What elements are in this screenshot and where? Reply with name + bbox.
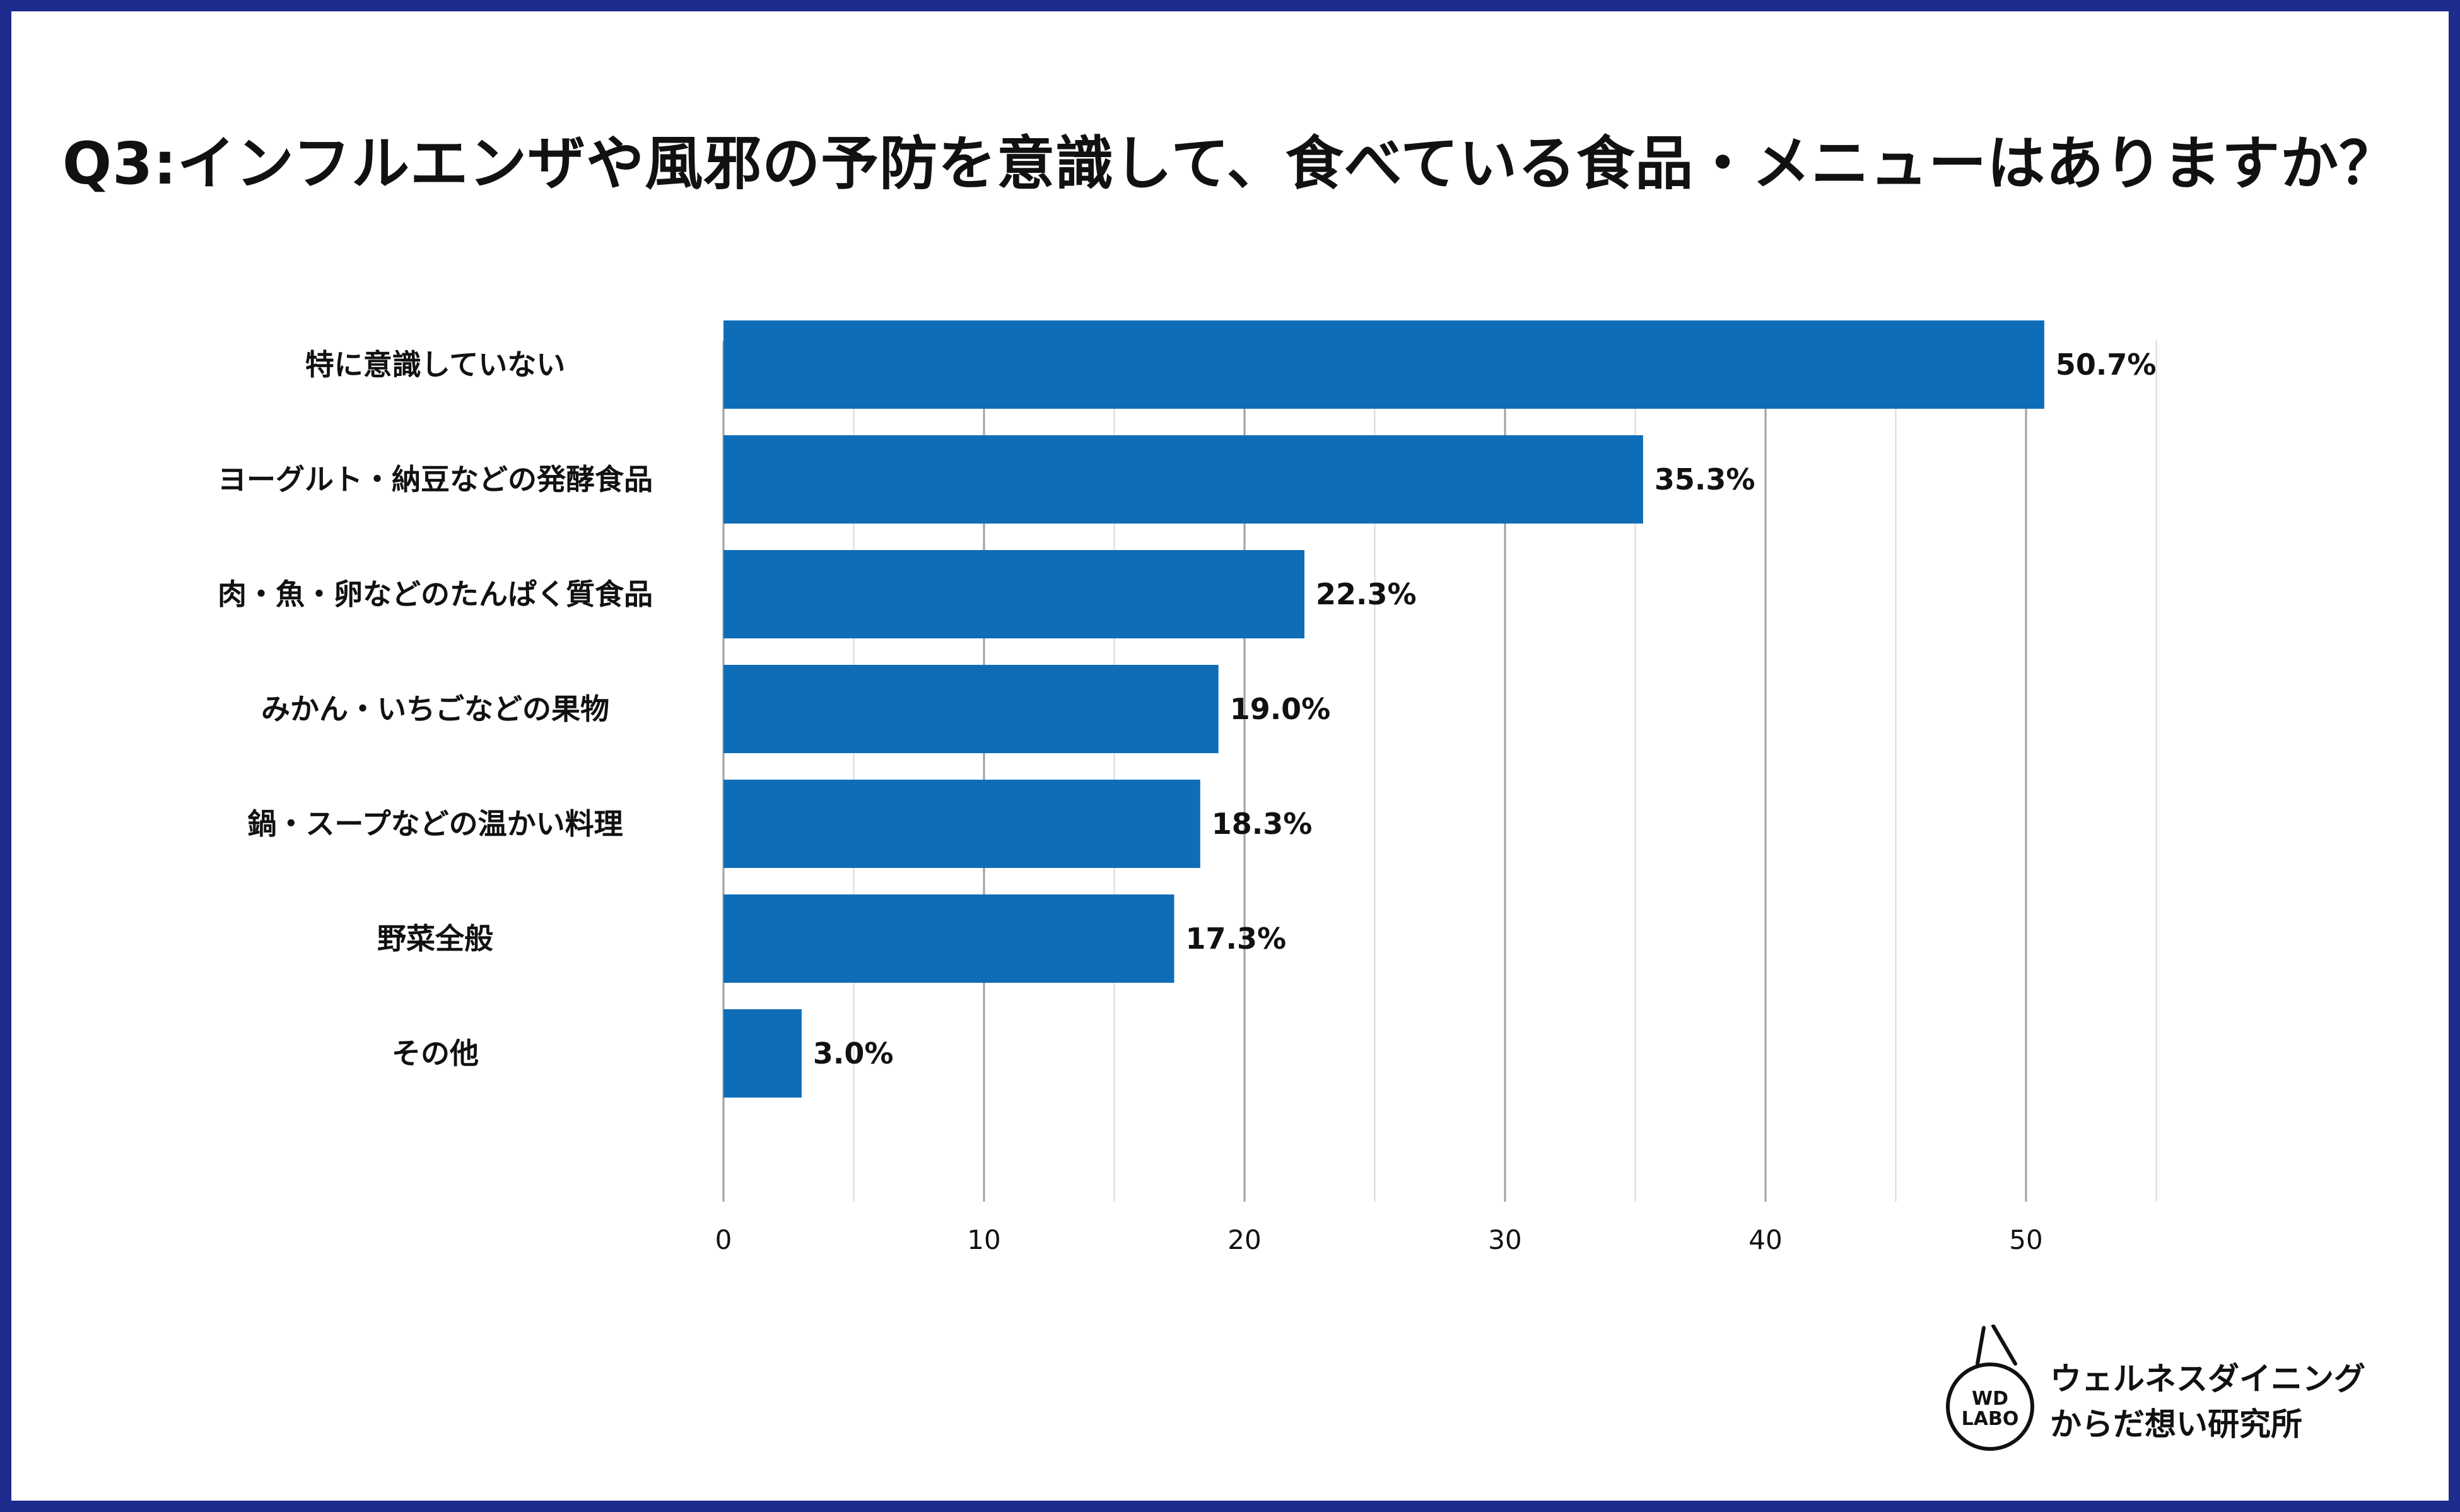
value-label: 35.3% <box>1655 462 1755 496</box>
value-label: 50.7% <box>2056 348 2157 382</box>
bar-5 <box>723 780 1200 868</box>
category-label: 野菜全般 <box>377 922 493 956</box>
x-tick-label: 40 <box>1748 1224 1782 1255</box>
value-label: 22.3% <box>1316 577 1417 611</box>
bar-7 <box>723 1009 802 1098</box>
x-tick-label: 50 <box>2009 1224 2042 1255</box>
x-tick-label: 0 <box>715 1224 732 1255</box>
logo-mark: WD LABO <box>1946 1363 2034 1451</box>
bar-3 <box>723 550 1304 638</box>
logo-antenna-icon <box>1976 1325 2017 1366</box>
category-label: 鍋・スープなどの温かい料理 <box>247 807 623 841</box>
category-label: 肉・魚・卵などのたんぱく質食品 <box>218 577 653 611</box>
bar-4 <box>723 665 1219 753</box>
x-tick-label: 10 <box>967 1224 1000 1255</box>
category-label: 特に意識していない <box>305 348 566 382</box>
bar-2 <box>723 435 1643 524</box>
logo-name-line1: ウェルネスダイニング <box>2050 1361 2365 1397</box>
wd-labo-logo: WD LABO ウェルネスダイニング からだ想い研究所 <box>1946 1325 2400 1451</box>
value-label: 19.0% <box>1230 692 1331 726</box>
bar-1 <box>723 320 2044 409</box>
logo-mark-line1: WD <box>1972 1388 2008 1410</box>
bar-6 <box>723 894 1174 983</box>
logo-name: ウェルネスダイニング からだ想い研究所 <box>2050 1356 2365 1447</box>
category-label: みかん・いちごなどの果物 <box>261 692 609 726</box>
chart-title: Q3:インフルエンザや風邪の予防を意識して、食べている食品・メニューはありますか… <box>62 130 2398 197</box>
value-label: 3.0% <box>813 1036 894 1070</box>
x-tick-label: 20 <box>1227 1224 1261 1255</box>
category-label: ヨーグルト・納豆などの発酵食品 <box>218 462 653 496</box>
value-label: 18.3% <box>1212 807 1313 841</box>
category-label: その他 <box>392 1036 479 1070</box>
x-tick-label: 30 <box>1488 1224 1521 1255</box>
logo-mark-line2: LABO <box>1961 1408 2019 1430</box>
logo-name-line2: からだ想い研究所 <box>2050 1406 2302 1443</box>
value-label: 17.3% <box>1185 922 1286 956</box>
bars <box>723 320 2044 1098</box>
labels: 0 10 20 30 40 50 特に意識していない 50.7% ヨーグルト・納豆などの発酵食品… <box>218 348 2157 1255</box>
